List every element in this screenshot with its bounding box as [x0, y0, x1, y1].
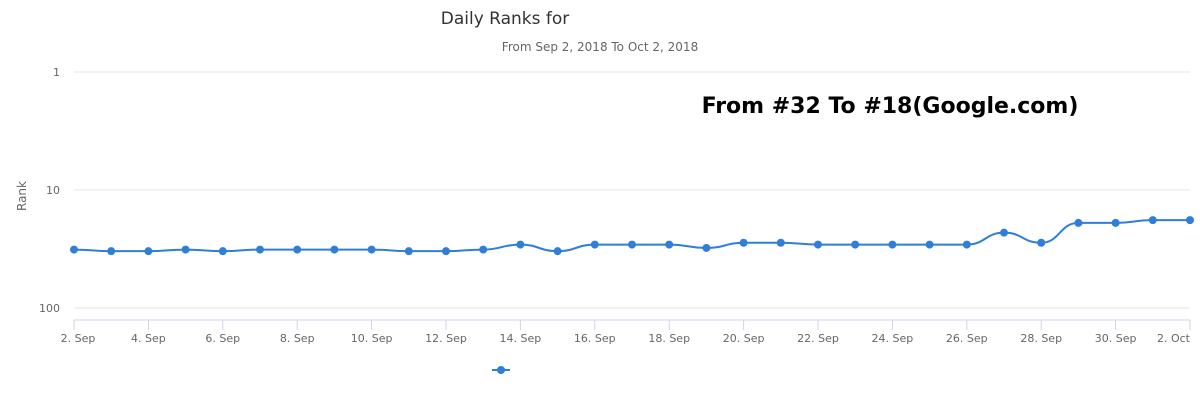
x-tick-label: 10. Sep: [351, 332, 393, 345]
data-point[interactable]: [144, 247, 153, 256]
y-tick-label: 10: [46, 184, 60, 197]
x-tick-label: 2. Sep: [61, 332, 96, 345]
data-point[interactable]: [293, 245, 302, 254]
x-tick-label: 16. Sep: [574, 332, 616, 345]
data-point[interactable]: [814, 240, 822, 249]
chart-subtitle: From Sep 2, 2018 To Oct 2, 2018: [502, 40, 698, 54]
data-point[interactable]: [1111, 218, 1120, 227]
data-point[interactable]: [479, 245, 488, 254]
chart-title: Daily Ranks for: [441, 9, 570, 29]
data-point[interactable]: [181, 245, 190, 254]
data-point[interactable]: [925, 240, 934, 249]
data-point[interactable]: [70, 245, 78, 254]
x-tick-label: 26. Sep: [946, 332, 988, 345]
data-point[interactable]: [1074, 218, 1083, 227]
y-tick-label: 1: [53, 66, 60, 79]
x-tick-label: 12. Sep: [425, 332, 467, 345]
data-point[interactable]: [962, 240, 971, 249]
data-point[interactable]: [404, 247, 413, 256]
data-point[interactable]: [739, 238, 748, 247]
x-tick-label: 20. Sep: [723, 332, 765, 345]
x-tick-label: 18. Sep: [648, 332, 690, 345]
data-point[interactable]: [107, 247, 116, 256]
x-tick-label: 30. Sep: [1095, 332, 1137, 345]
data-point[interactable]: [1148, 216, 1157, 225]
x-tick-label: 4. Sep: [131, 332, 166, 345]
data-point[interactable]: [590, 240, 599, 249]
data-point[interactable]: [256, 245, 264, 254]
data-point[interactable]: [330, 245, 339, 254]
y-gridlines: [74, 71, 1190, 309]
x-tick-label: 6. Sep: [205, 332, 240, 345]
x-tick-label: 2. Oct: [1157, 332, 1191, 345]
data-point[interactable]: [218, 247, 227, 256]
data-point[interactable]: [516, 240, 525, 249]
data-point[interactable]: [888, 240, 897, 249]
data-point[interactable]: [702, 243, 711, 252]
legend[interactable]: [492, 366, 510, 374]
x-axis-ticks: 2. Sep 4. Sep 6. Sep 8. Sep 10. Sep 12. Sep 14…: [61, 320, 1191, 345]
x-tick-label: 24. Sep: [872, 332, 914, 345]
data-point[interactable]: [1000, 228, 1008, 237]
y-tick-label: 100: [39, 302, 60, 315]
data-point[interactable]: [442, 247, 450, 256]
data-point[interactable]: [1186, 216, 1194, 225]
data-point[interactable]: [1037, 238, 1046, 247]
y-axis-label: Rank: [15, 181, 29, 211]
data-point[interactable]: [553, 247, 562, 256]
y-axis-ticks: 1 10 100: [39, 66, 60, 315]
data-point[interactable]: [367, 245, 376, 254]
x-tick-label: 22. Sep: [797, 332, 839, 345]
x-tick-label: 8. Sep: [280, 332, 315, 345]
data-point[interactable]: [851, 240, 860, 249]
x-tick-label: 28. Sep: [1020, 332, 1062, 345]
rank-change-annotation: From #32 To #18(Google.com): [702, 94, 1079, 119]
x-tick-label: 14. Sep: [500, 332, 542, 345]
data-point[interactable]: [776, 238, 785, 247]
data-point[interactable]: [665, 240, 674, 249]
legend-marker[interactable]: [497, 366, 505, 374]
data-point[interactable]: [628, 240, 636, 249]
rank-series: [70, 216, 1194, 256]
